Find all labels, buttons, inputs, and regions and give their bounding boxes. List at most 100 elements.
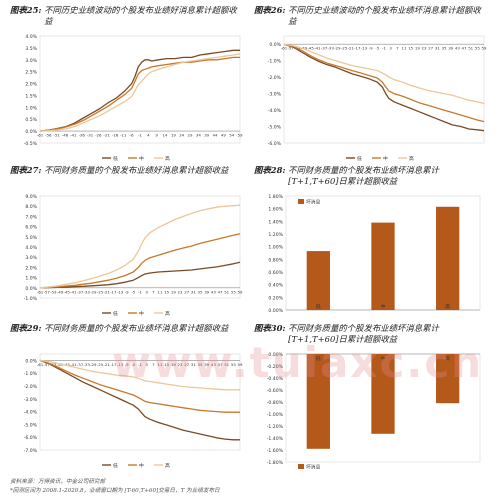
x-tick-label: 27 xyxy=(184,289,189,294)
x-category-label: 低 xyxy=(316,355,321,362)
y-tick-label: -3.0% xyxy=(268,92,282,98)
x-tick-label: 35 xyxy=(442,46,447,51)
x-tick-label: 19 xyxy=(171,362,176,367)
x-tick-label: 59 xyxy=(238,133,243,138)
y-tick-label: -1.20% xyxy=(267,424,284,430)
x-tick-label: 47 xyxy=(218,362,223,367)
legend-swatch xyxy=(298,199,304,204)
x-tick-label: 31 xyxy=(191,362,196,367)
x-tick-label: -17 xyxy=(354,46,361,51)
x-tick-label: 23 xyxy=(422,46,427,51)
x-tick-label: -45 xyxy=(307,46,314,51)
legend-swatch xyxy=(298,464,304,469)
x-tick-label: -9 xyxy=(369,46,373,51)
y-tick-label: -5.0% xyxy=(268,125,282,131)
x-tick-label: -9 xyxy=(125,289,129,294)
chart-25-title-text: 不同历史业绩波动的个股发布业绩好消息累计超额收益 xyxy=(44,5,237,26)
x-tick-label: -13 xyxy=(117,289,124,294)
x-tick-label: 47 xyxy=(462,46,467,51)
y-tick-label: -0.40% xyxy=(267,376,284,382)
legend-label: 坏消息 xyxy=(306,464,321,471)
bar-高 xyxy=(436,354,460,404)
x-tick-label: -29 xyxy=(90,362,97,367)
x-tick-label: 31 xyxy=(191,289,196,294)
x-tick-label: -13 xyxy=(117,362,124,367)
y-tick-label: -4.0% xyxy=(24,410,38,416)
series-line-中 xyxy=(39,233,241,289)
x-tick-label: -11 xyxy=(120,133,127,138)
x-tick-label: -57 xyxy=(43,289,50,294)
chart-27-title: 图表27: 不同财务质量的个股发布业绩好消息累计超额收益 xyxy=(10,165,240,176)
plot-frame xyxy=(39,35,241,144)
x-tick-label: -41 xyxy=(70,362,77,367)
x-tick-label: 11 xyxy=(158,362,163,367)
x-tick-label: -33 xyxy=(327,46,334,51)
y-tick-label: 1.20% xyxy=(268,232,283,238)
x-tick-label: 55 xyxy=(231,362,236,367)
x-tick-label: 19 xyxy=(171,133,176,138)
x-tick-label: -51 xyxy=(53,133,60,138)
x-tick-label: 34 xyxy=(196,133,201,138)
y-tick-label: 3.0% xyxy=(25,255,37,261)
y-tick-label: 3.0% xyxy=(25,58,37,64)
x-tick-label: 49 xyxy=(221,133,226,138)
x-tick-label: 3 xyxy=(389,46,392,51)
chart-25-title: 图表25: 不同历史业绩波动的个股发布业绩好消息累计超额收益 xyxy=(10,5,240,26)
chart-27-title-text: 不同财务质量的个股发布业绩好消息累计超额收益 xyxy=(44,165,229,175)
series-line-低 xyxy=(39,359,240,441)
x-tick-label: -37 xyxy=(77,289,84,294)
y-tick-label: -2.0% xyxy=(24,384,38,390)
legend-label: 中 xyxy=(139,155,144,162)
chart-29-title-text: 不同财务质量的个股发布业绩坏消息累计超额收益 xyxy=(44,323,229,333)
bar-中 xyxy=(371,354,395,434)
legend-label: 低 xyxy=(113,462,118,469)
plot-frame xyxy=(39,195,241,299)
x-tick-label: -37 xyxy=(321,46,328,51)
y-tick-label: 8.0% xyxy=(25,204,37,210)
y-tick-label: 2.5% xyxy=(25,70,37,76)
y-tick-label: -5.0% xyxy=(24,422,38,428)
x-tick-label: 44 xyxy=(213,133,218,138)
x-tick-label: -25 xyxy=(97,362,104,367)
y-tick-label: 0.00% xyxy=(268,352,283,358)
x-tick-label: -6 xyxy=(130,133,134,138)
x-tick-label: -9 xyxy=(125,362,129,367)
x-tick-label: 11 xyxy=(402,46,407,51)
x-tick-label: -21 xyxy=(103,133,110,138)
legend-label: 中 xyxy=(139,310,144,317)
y-tick-label: 6.0% xyxy=(25,225,37,231)
chart-28-title-text: 不同财务质量的个股发布业绩坏消息累计[T+1,T+60]日累计超额收益 xyxy=(288,165,439,186)
watermark: www.tuiaxc.cn xyxy=(112,338,484,387)
x-tick-label: -33 xyxy=(83,289,90,294)
x-tick-label: 27 xyxy=(184,362,189,367)
series-line-中 xyxy=(39,56,240,132)
legend-label: 中 xyxy=(139,462,144,469)
x-tick-label: 23 xyxy=(178,362,183,367)
x-tick-label: -29 xyxy=(90,289,97,294)
x-tick-label: -17 xyxy=(110,362,117,367)
x-tick-label: -25 xyxy=(341,46,348,51)
x-tick-label: -16 xyxy=(112,133,119,138)
x-tick-label: -41 xyxy=(70,133,77,138)
x-tick-label: -61 xyxy=(281,46,288,51)
chart-28: 0.00% 0.20% 0.40% 0.60% 0.80% 1.00% 1.20% 1.40%… xyxy=(268,194,481,314)
x-tick-label: -1 xyxy=(138,289,142,294)
y-tick-label: 1.5% xyxy=(25,93,37,99)
y-tick-label: 2.0% xyxy=(25,82,37,88)
x-tick-label: -57 xyxy=(43,362,50,367)
y-tick-label: 0.20% xyxy=(268,295,283,301)
x-tick-label: 19 xyxy=(415,46,420,51)
x-tick-label: 39 xyxy=(448,46,453,51)
y-tick-label: 4.0% xyxy=(25,34,37,40)
x-tick-label: 15 xyxy=(164,362,169,367)
x-tick-label: 23 xyxy=(178,289,183,294)
chart-25: -0.5% 0.0% 0.5% 1.0% 1.5% 2.0% 2.5% 3.0% 3.5% 4.0… xyxy=(24,34,243,162)
legend-label: 低 xyxy=(357,155,362,162)
y-tick-label: -1.80% xyxy=(267,460,284,466)
y-tick-label: 0.0% xyxy=(269,42,281,48)
x-tick-label: 31 xyxy=(435,46,440,51)
x-tick-label: 15 xyxy=(164,289,169,294)
x-tick-label: 3 xyxy=(145,362,148,367)
series-line-中 xyxy=(39,359,240,413)
x-tick-label: 51 xyxy=(468,46,473,51)
